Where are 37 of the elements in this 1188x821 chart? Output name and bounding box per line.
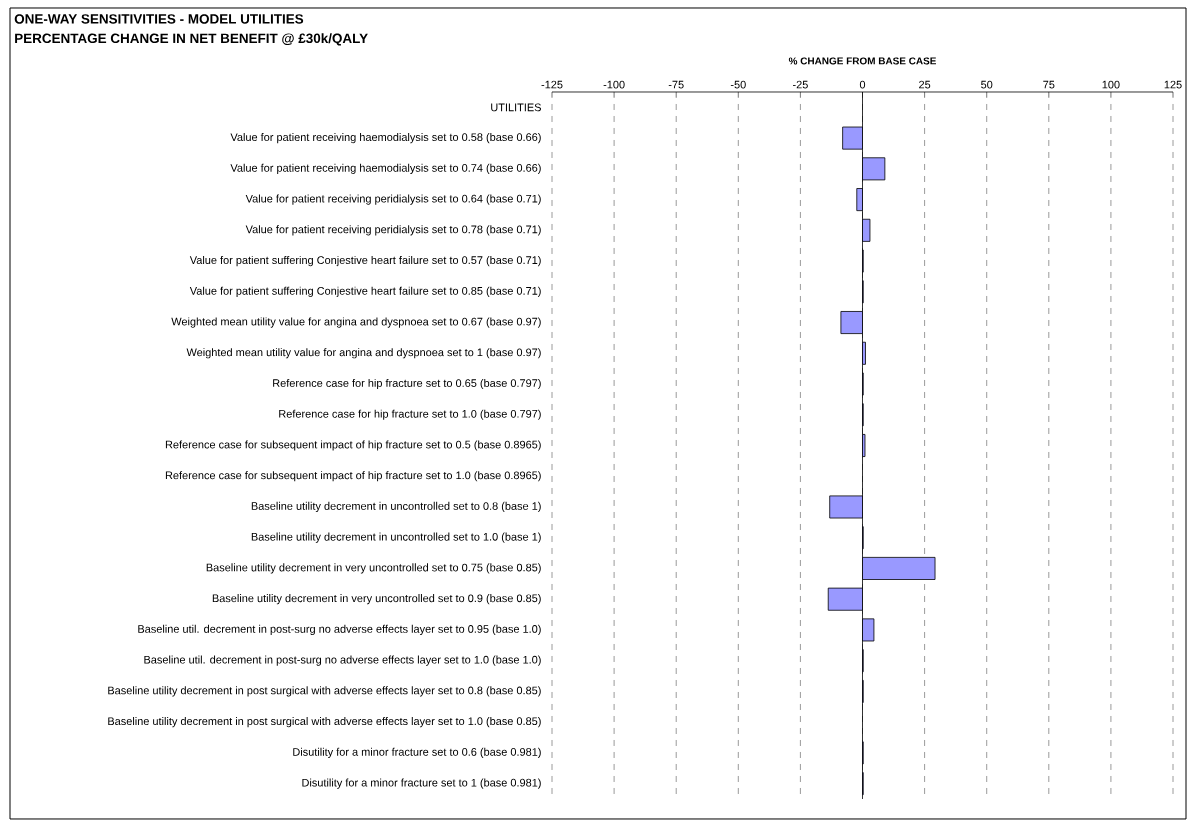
x-tick-label: -50 bbox=[730, 80, 746, 89]
y-tick-label: Baseline util. decrement in post-surg no adverse effects layer set to 0.95 (base 1.0) bbox=[138, 624, 541, 636]
x-tick-label: 50 bbox=[981, 80, 993, 89]
x-tick-label: 100 bbox=[1102, 80, 1120, 89]
y-tick-label: Baseline utility decrement in very uncontrolled set to 0.9 (base 0.85) bbox=[212, 594, 541, 605]
y-tick-label: Baseline utility decrement in post surgical with adverse effects layer set to 1.0 (base 0.85) bbox=[108, 717, 541, 728]
y-tick-label: Value for patient receiving peridialysis set to 0.78 (base 0.71) bbox=[245, 225, 541, 236]
y-tick-label: Reference case for hip fracture set to 1.0 (base 0.797) bbox=[279, 409, 541, 420]
x-tick-label: -75 bbox=[668, 80, 684, 89]
y-tick-label: Disutility for a minor fracture set to 0.6 (base 0.981) bbox=[293, 747, 541, 758]
x-tick-label: 75 bbox=[1043, 80, 1055, 89]
y-tick-label: Value for patient receiving peridialysis set to 0.64 (base 0.71) bbox=[245, 194, 541, 205]
y-tick-label: Value for patient suffering Conjestive heart failure set to 0.57 (base 0.71) bbox=[189, 255, 541, 267]
y-tick-label: Baseline utility decrement in uncontrolled set to 0.8 (base 1) bbox=[251, 501, 541, 513]
y-tick-label: Baseline utility decrement in very uncontrolled set to 0.75 (base 0.85) bbox=[206, 563, 541, 574]
x-tick-label: -125 bbox=[541, 80, 563, 89]
y-tick-label: Baseline utility decrement in post surgical with adverse effects layer set to 0.8 (base 0.85) bbox=[108, 686, 541, 697]
y-tick-label: Disutility for a minor fracture set to 1 (base 0.981) bbox=[302, 778, 541, 789]
y-tick-label: Reference case for subsequent impact of hip fracture set to 0.5 (base 0.8965) bbox=[165, 440, 541, 451]
x-tick-label: 125 bbox=[1164, 80, 1182, 89]
x-tick-label: 25 bbox=[919, 80, 931, 89]
y-tick-label: Weighted mean utility value for angina and dyspnoea set to 1 (base 0.97) bbox=[186, 348, 541, 359]
y-tick-label: Baseline utility decrement in uncontrolled set to 1.0 (base 1) bbox=[251, 532, 541, 543]
y-tick-label: Baseline util. decrement in post-surg no adverse effects layer set to 1.0 (base 1.0) bbox=[144, 655, 541, 666]
y-tick-label: Reference case for subsequent impact of hip fracture set to 1.0 (base 0.8965) bbox=[165, 471, 541, 482]
y-tick-label: Reference case for hip fracture set to 0.65 (base 0.797) bbox=[273, 378, 541, 390]
x-axis-title: % CHANGE FROM BASE CASE bbox=[788, 57, 937, 65]
x-tick-label: 0 bbox=[859, 80, 866, 89]
text: ONE-WAY SENSITIVITIES - MODEL UTILITIES bbox=[14, 14, 304, 24]
y-tick-label: Value for patient receiving haemodialysis set to 0.74 (base 0.66) bbox=[230, 163, 541, 174]
x-tick-label: -100 bbox=[603, 80, 625, 89]
y-tick-label: UTILITIES bbox=[491, 103, 541, 112]
text: PERCENTAGE CHANGE IN NET BENEFIT @ £30k/QALY bbox=[15, 33, 368, 46]
y-tick-label: Value for patient receiving haemodialysis set to 0.58 (base 0.66) bbox=[230, 132, 541, 144]
y-tick-label: Weighted mean utility value for angina and dyspnoea set to 0.67 (base 0.97) bbox=[171, 317, 541, 328]
x-tick-label: -25 bbox=[792, 80, 808, 89]
y-tick-label: Value for patient suffering Conjestive heart failure set to 0.85 (base 0.71) bbox=[189, 286, 541, 297]
